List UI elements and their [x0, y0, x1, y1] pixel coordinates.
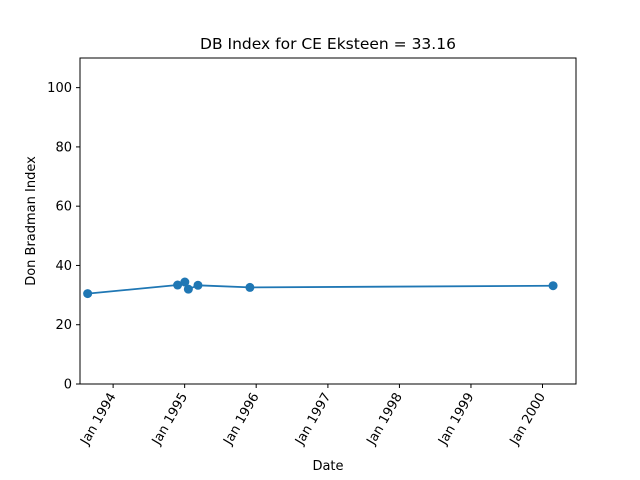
plot-frame — [79, 57, 577, 385]
data-point — [180, 277, 190, 287]
chart-title: DB Index for CE Eksteen = 33.16 — [200, 35, 456, 53]
data-point — [193, 280, 203, 290]
data-point — [173, 280, 183, 290]
y-tick-label: 80 — [55, 140, 72, 155]
y-tick-label: 40 — [55, 259, 72, 274]
y-tick-label: 20 — [55, 318, 72, 333]
data-point — [83, 289, 93, 299]
data-point — [245, 282, 255, 292]
y-tick-label: 60 — [55, 200, 72, 215]
x-axis-label: Date — [312, 459, 343, 474]
data-point — [548, 281, 558, 291]
y-axis-label: Don Bradman Index — [24, 156, 39, 286]
y-tick-label: 100 — [47, 81, 72, 96]
data-point — [183, 284, 193, 294]
y-tick-label: 0 — [64, 378, 72, 393]
